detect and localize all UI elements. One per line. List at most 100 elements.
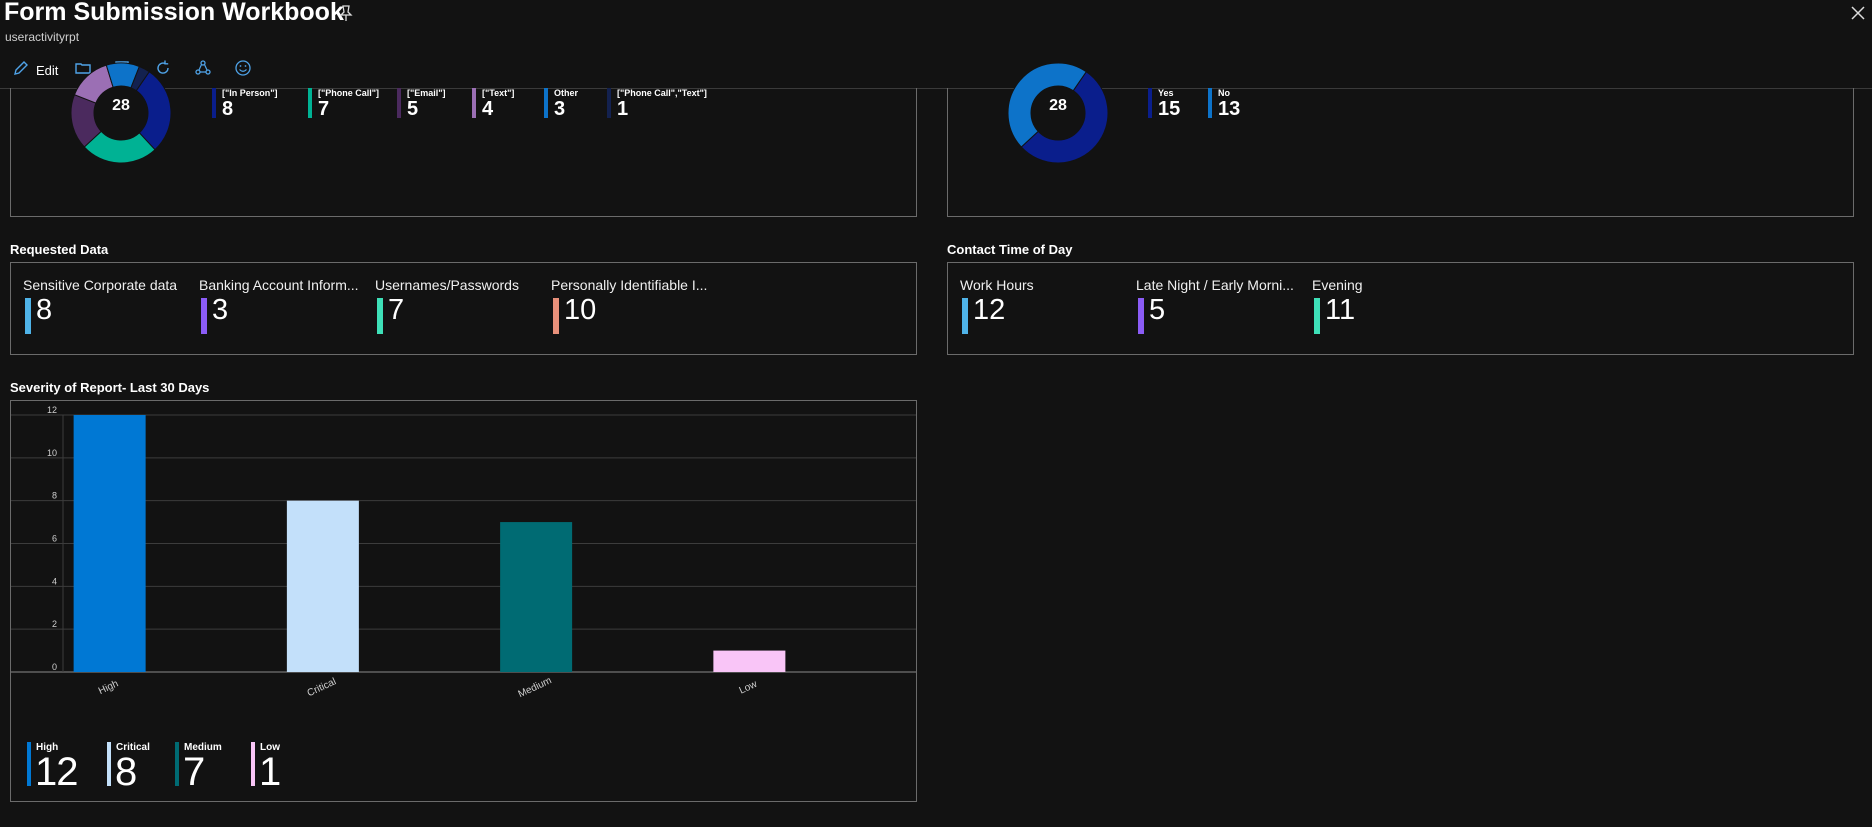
legend-value: 5 [407, 98, 419, 120]
page-title: Form Submission Workbook [4, 0, 344, 26]
legend-color-bar [397, 88, 401, 118]
legend-value: 1 [617, 98, 629, 120]
severity-panel: 0 2 4 6 8 10 12 High Critical Medium Low High 12 C… [10, 400, 917, 802]
x-tick-label: Low [738, 679, 760, 697]
legend-color-bar [27, 742, 31, 786]
legend-label: Low [260, 742, 280, 753]
legend-value: 12 [35, 750, 78, 794]
y-tick-label: 10 [47, 448, 57, 458]
donut-hole [1031, 86, 1085, 140]
legend-label: No [1218, 88, 1230, 98]
metric-label: Banking Account Inform... [199, 277, 359, 293]
metric-color-bar [553, 298, 559, 334]
y-tick-label: 4 [52, 576, 57, 586]
metric-label: Work Hours [960, 277, 1034, 293]
refresh-icon [154, 59, 172, 82]
x-tick-label: Medium [517, 675, 554, 700]
legend-value: 1 [259, 750, 281, 794]
legend-label: Medium [184, 742, 222, 753]
metric-label: Late Night / Early Morni... [1136, 277, 1294, 293]
close-icon[interactable] [1850, 5, 1866, 21]
bar-high[interactable] [73, 415, 146, 672]
yes-no-panel: 28 Yes 15 No 13 [947, 62, 1854, 217]
legend-value: 3 [554, 98, 566, 120]
metric-color-bar [1138, 298, 1144, 334]
legend-value: 8 [115, 750, 137, 794]
legend-label: Other [554, 88, 579, 98]
y-tick-label: 2 [52, 619, 57, 629]
donut-hole [94, 86, 148, 140]
contact-time-title: Contact Time of Day [947, 242, 1073, 257]
metric-color-bar [201, 298, 207, 334]
legend-value: 15 [1158, 98, 1181, 120]
legend-color-bar [308, 88, 312, 118]
y-tick-label: 12 [47, 405, 57, 415]
contact-method-donut [70, 62, 172, 164]
legend-color-bar [544, 88, 548, 118]
legend-label: Yes [1158, 88, 1174, 98]
legend-label: Critical [116, 742, 150, 753]
yes-no-donut [1007, 62, 1109, 164]
toolbar-divider [0, 88, 1872, 89]
legend-value: 13 [1218, 98, 1241, 120]
metric-label: Evening [1312, 277, 1363, 293]
legend-color-bar [1148, 88, 1152, 118]
refresh-button[interactable] [154, 58, 172, 82]
legend-label: ["Phone Call","Text"] [617, 88, 707, 98]
smiley-icon [234, 59, 252, 82]
legend-value: 7 [318, 98, 330, 120]
y-tick-label: 8 [52, 491, 57, 501]
bar-low[interactable] [713, 650, 786, 672]
metric-value: 12 [973, 294, 1006, 326]
metric-label: Sensitive Corporate data [23, 277, 178, 293]
legend-color-bar [212, 88, 216, 118]
bar-medium[interactable] [500, 522, 573, 672]
x-tick-label: Critical [306, 676, 338, 699]
legend-color-bar [107, 742, 111, 786]
legend-color-bar [251, 742, 255, 786]
severity-bar-chart: 0 2 4 6 8 10 12 High Critical Medium Low [11, 405, 916, 700]
folder-icon [74, 59, 92, 82]
metric-value: 3 [212, 294, 229, 326]
metric-color-bar [25, 298, 31, 334]
severity-title: Severity of Report- Last 30 Days [10, 380, 210, 395]
legend-label: ["In Person"] [222, 88, 278, 98]
contact-method-panel: 28 ["In Person"] 8 ["Phone Call"] 7 ["Em… [10, 62, 917, 217]
bar-critical[interactable] [286, 500, 359, 672]
metric-value: 10 [564, 294, 597, 326]
edit-label: Edit [36, 62, 59, 78]
share-button[interactable] [194, 58, 212, 82]
metric-label: Personally Identifiable I... [551, 277, 708, 293]
requested-data-panel: Sensitive Corporate data 8 Banking Accoun… [10, 262, 917, 355]
legend-value: 4 [482, 98, 494, 120]
feedback-button[interactable] [234, 58, 252, 82]
metric-value: 7 [388, 294, 405, 326]
metric-color-bar [962, 298, 968, 334]
legend-value: 7 [183, 750, 205, 794]
open-button[interactable] [74, 58, 92, 82]
contact-time-panel: Work Hours 12 Late Night / Early Morni...… [947, 262, 1854, 355]
page-subtitle: useractivityrpt [5, 30, 80, 44]
legend-value: 8 [222, 98, 234, 120]
legend-label: ["Phone Call"] [318, 88, 380, 98]
legend-label: High [36, 742, 59, 753]
metric-value: 8 [36, 294, 53, 326]
metric-color-bar [377, 298, 383, 334]
edit-icon [12, 59, 30, 82]
legend-color-bar [1208, 88, 1212, 118]
y-tick-label: 0 [52, 662, 57, 672]
share-icon [194, 59, 212, 82]
legend-color-bar [607, 88, 611, 118]
legend-color-bar [175, 742, 179, 786]
metric-value: 11 [1325, 294, 1356, 326]
requested-data-title: Requested Data [10, 242, 109, 257]
legend-label: ["Text"] [482, 88, 515, 98]
legend-label: ["Email"] [407, 88, 446, 98]
metric-color-bar [1314, 298, 1320, 334]
metric-value: 5 [1149, 294, 1166, 326]
donut-total-label: 28 [1049, 97, 1067, 114]
donut-total-label: 28 [112, 97, 130, 114]
metric-label: Usernames/Passwords [375, 277, 519, 293]
pin-icon[interactable] [337, 4, 355, 22]
edit-button[interactable]: Edit [12, 58, 58, 82]
